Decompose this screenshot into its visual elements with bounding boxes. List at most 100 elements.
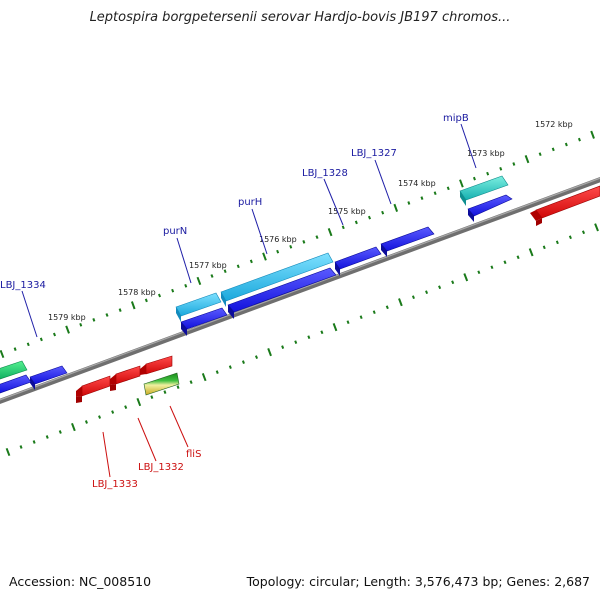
minor-tick: [499, 166, 503, 171]
minor-tick: [302, 240, 306, 244]
gene-label-lbj1328[interactable]: LBJ_1328: [302, 168, 348, 179]
gene-label-purN[interactable]: purN: [163, 226, 187, 237]
gene-label-lbj1327[interactable]: LBJ_1327: [351, 148, 397, 159]
chromosome-backbone-highlight: [0, 177, 600, 401]
minor-tick: [568, 235, 572, 240]
map-title: Leptospira borgpetersenii serovar Hardjo…: [89, 10, 511, 25]
gene-label-fliS[interactable]: fliS: [186, 449, 201, 460]
minor-tick: [516, 255, 520, 260]
minor-tick: [150, 395, 154, 399]
minor-tick: [39, 337, 43, 342]
forward-gene-lbj1328[interactable]: [334, 246, 382, 276]
major-tick: [71, 422, 76, 432]
minor-tick: [210, 274, 214, 278]
minor-tick: [438, 285, 442, 290]
minor-tick: [118, 308, 122, 312]
minor-tick: [157, 293, 162, 298]
gene-label-lbj1333[interactable]: LBJ_1333: [92, 479, 138, 490]
forward-gene-lbj1334[interactable]: [29, 365, 68, 390]
minor-tick: [346, 320, 350, 325]
accession-text: Accession: NC_008510: [9, 574, 152, 589]
minor-tick: [341, 225, 345, 230]
gene-label-lbj1334[interactable]: LBJ_1334: [0, 280, 46, 291]
reverse-gene-right-edge[interactable]: [530, 185, 600, 226]
leader-purN: [176, 237, 192, 284]
leader-lbj1328: [323, 178, 344, 226]
reverse-gene-lbj1333[interactable]: [76, 375, 111, 403]
major-tick: [398, 298, 403, 307]
reverse-gene-small[interactable]: [140, 355, 173, 375]
minor-tick: [564, 142, 568, 147]
minor-tick: [176, 385, 180, 389]
minor-tick: [276, 249, 280, 254]
minor-tick: [52, 332, 57, 337]
major-tick: [130, 301, 136, 310]
minor-tick: [79, 322, 83, 327]
forward-gene-lbj1327[interactable]: [380, 226, 435, 257]
minor-tick: [26, 342, 30, 347]
minor-tick: [512, 162, 516, 166]
minor-tick: [446, 186, 450, 191]
highlight-gene-mipB[interactable]: [459, 175, 509, 206]
gene-label-mipB[interactable]: mipB: [443, 113, 469, 124]
minor-tick: [84, 420, 88, 424]
major-tick: [528, 248, 534, 257]
minor-tick: [111, 410, 115, 414]
minor-tick: [490, 265, 494, 270]
highlight-gene-purH[interactable]: [220, 252, 334, 307]
major-tick: [201, 373, 207, 382]
major-tick: [594, 223, 599, 232]
minor-tick: [215, 370, 219, 374]
minor-tick: [281, 345, 285, 349]
major-tick: [262, 252, 267, 261]
scale-label-1579: 1579 kbp: [48, 313, 86, 322]
minor-tick: [228, 365, 232, 369]
major-tick: [196, 276, 202, 286]
leader-lbj1333: [102, 431, 111, 478]
minor-tick: [542, 245, 546, 250]
minor-tick: [223, 269, 227, 274]
minor-tick: [171, 288, 175, 293]
minor-tick: [320, 330, 324, 335]
forward-gene-purH[interactable]: [227, 267, 337, 319]
scale-label-1575: 1575 kbp: [328, 207, 366, 216]
gene-label-lbj1332[interactable]: LBJ_1332: [138, 462, 184, 473]
minor-tick: [451, 280, 455, 285]
leader-purH: [251, 208, 268, 255]
major-tick: [65, 325, 70, 334]
highlight-gene-lbj1334[interactable]: [0, 360, 28, 385]
major-tick: [463, 273, 469, 282]
reverse-gene-fliS[interactable]: [143, 372, 180, 396]
minor-tick: [420, 196, 424, 200]
minor-tick: [92, 318, 96, 322]
minor-tick: [372, 310, 376, 315]
minor-tick: [577, 137, 581, 142]
minor-tick: [315, 235, 319, 239]
minor-tick: [472, 176, 476, 181]
leader-lbj1327: [374, 159, 392, 205]
minor-tick: [105, 313, 109, 317]
major-tick: [327, 228, 333, 237]
minor-tick: [407, 201, 411, 205]
chromosome-backbone: [0, 177, 600, 404]
highlight-gene-purN[interactable]: [175, 292, 222, 322]
minor-tick: [124, 405, 128, 409]
leader-lbj1334: [21, 290, 38, 338]
reverse-gene-lbj1332[interactable]: [110, 365, 141, 391]
minor-tick: [241, 360, 245, 364]
forward-gene-left-edge[interactable]: [0, 374, 32, 399]
gene-label-purH[interactable]: purH: [238, 197, 262, 208]
minor-tick: [163, 390, 167, 394]
scale-label-1572: 1572 kbp: [535, 120, 573, 129]
label-leaders-reverse: [102, 405, 189, 478]
major-tick: [590, 130, 595, 139]
leader-fliS: [169, 405, 189, 448]
inner-tick-track: [5, 223, 599, 457]
forward-gene-mipB[interactable]: [467, 194, 513, 222]
major-tick: [393, 203, 399, 212]
minor-tick: [381, 210, 385, 215]
forward-gene-purN[interactable]: [180, 307, 228, 336]
minor-tick: [486, 171, 490, 176]
minor-tick: [551, 147, 555, 152]
